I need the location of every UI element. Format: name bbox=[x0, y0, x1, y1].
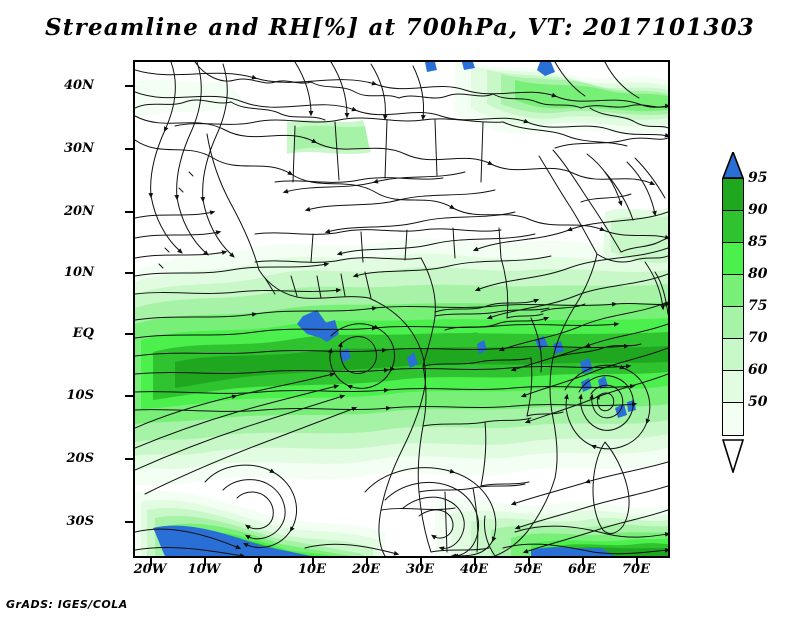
colorbar-over-arrow bbox=[722, 152, 744, 179]
y-tick-30n bbox=[125, 148, 133, 150]
x-axis-label-0: 0 bbox=[253, 562, 263, 577]
x-axis-label-30e: 30E bbox=[406, 562, 434, 577]
x-tick-50e bbox=[528, 558, 530, 566]
colorbar-label-70: 70 bbox=[748, 330, 768, 346]
x-tick-40e bbox=[474, 558, 476, 566]
colorbar-under-arrow bbox=[722, 439, 744, 473]
y-axis-label-40n: 40N bbox=[64, 78, 94, 93]
x-axis-label-50e: 50E bbox=[514, 562, 542, 577]
colorbar-band-75 bbox=[722, 306, 744, 339]
streamline-rh-chart bbox=[135, 62, 668, 556]
colorbar-label-90: 90 bbox=[748, 202, 768, 218]
x-axis-label-20e: 20E bbox=[352, 562, 380, 577]
x-tick-10e bbox=[312, 558, 314, 566]
colorbar-band-90 bbox=[722, 210, 744, 243]
y-tick-20s bbox=[125, 458, 133, 460]
x-axis-label-10e: 10E bbox=[298, 562, 326, 577]
x-axis-label-10w: 10W bbox=[187, 562, 221, 577]
x-tick-10w bbox=[204, 558, 206, 566]
y-axis-label-20n: 20N bbox=[64, 204, 94, 219]
map-plot-area[interactable] bbox=[133, 60, 670, 558]
colorbar-label-60: 60 bbox=[748, 362, 768, 378]
colorbar-band-60 bbox=[722, 370, 744, 403]
colorbar-band-85 bbox=[722, 242, 744, 275]
y-tick-eq bbox=[125, 333, 133, 335]
y-axis-label-eq: EQ bbox=[72, 326, 94, 341]
y-tick-10n bbox=[125, 272, 133, 274]
y-tick-40n bbox=[125, 85, 133, 87]
colorbar-band-50 bbox=[722, 402, 744, 436]
x-tick-70e bbox=[636, 558, 638, 566]
y-tick-10s bbox=[125, 395, 133, 397]
x-axis-label-60e: 60E bbox=[568, 562, 596, 577]
colorbar-band-80 bbox=[722, 274, 744, 307]
x-tick-30e bbox=[420, 558, 422, 566]
colorbar-label-75: 75 bbox=[748, 298, 768, 314]
colorbar-label-85: 85 bbox=[748, 234, 768, 250]
x-tick-60e bbox=[582, 558, 584, 566]
colorbar[interactable] bbox=[722, 178, 744, 440]
y-axis-label-10s: 10S bbox=[66, 388, 94, 403]
y-tick-20n bbox=[125, 211, 133, 213]
x-axis-label-70e: 70E bbox=[622, 562, 650, 577]
x-tick-20w bbox=[150, 558, 152, 566]
x-axis-label-40e: 40E bbox=[460, 562, 488, 577]
colorbar-label-95: 95 bbox=[748, 170, 768, 186]
y-tick-30s bbox=[125, 521, 133, 523]
colorbar-label-80: 80 bbox=[748, 266, 768, 282]
y-axis-label-10n: 10N bbox=[64, 265, 94, 280]
y-axis-label-30s: 30S bbox=[66, 514, 94, 529]
y-axis-label-30n: 30N bbox=[64, 141, 94, 156]
colorbar-band-70 bbox=[722, 338, 744, 371]
x-tick-20e bbox=[366, 558, 368, 566]
attribution-footer: GrADS: IGES/COLA bbox=[6, 598, 128, 611]
colorbar-label-50: 50 bbox=[748, 394, 768, 410]
x-tick-0 bbox=[258, 558, 260, 566]
x-axis-label-20w: 20W bbox=[133, 562, 167, 577]
colorbar-band-95 bbox=[722, 178, 744, 211]
page-title: Streamline and RH[%] at 700hPa, VT: 2017… bbox=[45, 14, 755, 41]
y-axis-label-20s: 20S bbox=[66, 451, 94, 466]
